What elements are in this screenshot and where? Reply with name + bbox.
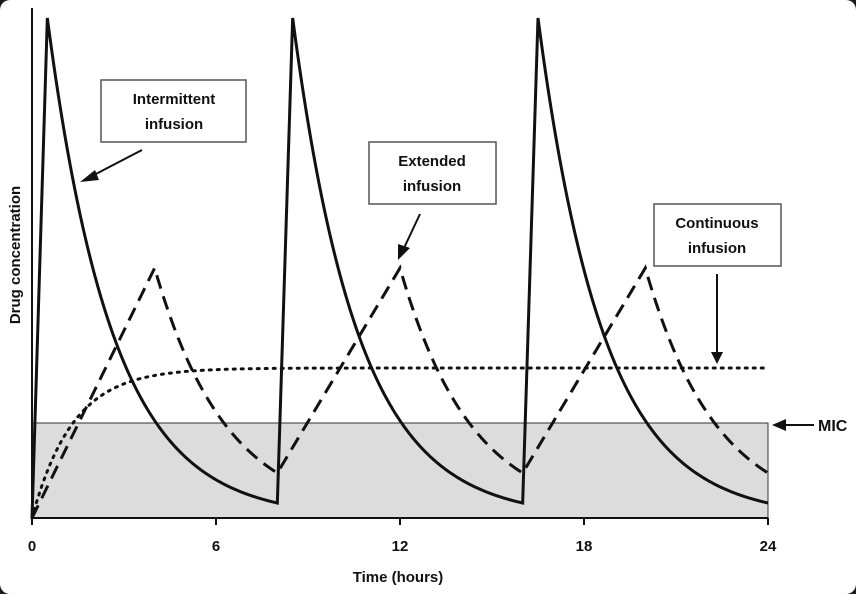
x-tick-label: 6 (212, 538, 220, 555)
x-tick-label: 0 (28, 538, 36, 555)
x-axis-label: Time (hours) (353, 569, 444, 586)
mic-annotation: MIC (772, 418, 848, 435)
annotation-extended-line1: Extended (398, 153, 466, 170)
annotation-intermittent: Intermittent infusion (80, 79, 247, 182)
arrowhead-mic (772, 419, 786, 431)
intermittent-infusion-line (30, 17, 769, 519)
arrowhead-extended (398, 244, 410, 260)
arrow-extended (403, 213, 421, 249)
extended-infusion-line (30, 263, 769, 519)
mic-label: MIC (818, 418, 848, 435)
annotation-continuous-box (653, 203, 782, 267)
annotation-extended: Extended infusion (368, 141, 497, 260)
annotation-extended-box (368, 141, 497, 205)
annotation-intermittent-line2: infusion (145, 116, 203, 133)
annotation-extended-line2: infusion (403, 178, 461, 195)
arrowhead-continuous (711, 352, 723, 364)
x-tick-label: 18 (576, 538, 593, 555)
arrow-intermittent (91, 149, 143, 177)
continuous-infusion-line (30, 366, 770, 520)
y-axis-label: Drug concentration (7, 186, 24, 324)
x-tick-label: 24 (760, 538, 777, 555)
x-tick-label: 12 (392, 538, 409, 555)
annotation-intermittent-box (100, 79, 247, 143)
mic-band (31, 422, 769, 519)
annotation-continuous-line2: infusion (688, 240, 746, 257)
annotation-intermittent-line1: Intermittent (133, 91, 216, 108)
arrowhead-intermittent (80, 170, 99, 182)
annotation-continuous-line1: Continuous (675, 215, 758, 232)
x-ticks: 0 6 12 18 24 (28, 518, 777, 555)
annotation-continuous: Continuous infusion (653, 203, 782, 364)
